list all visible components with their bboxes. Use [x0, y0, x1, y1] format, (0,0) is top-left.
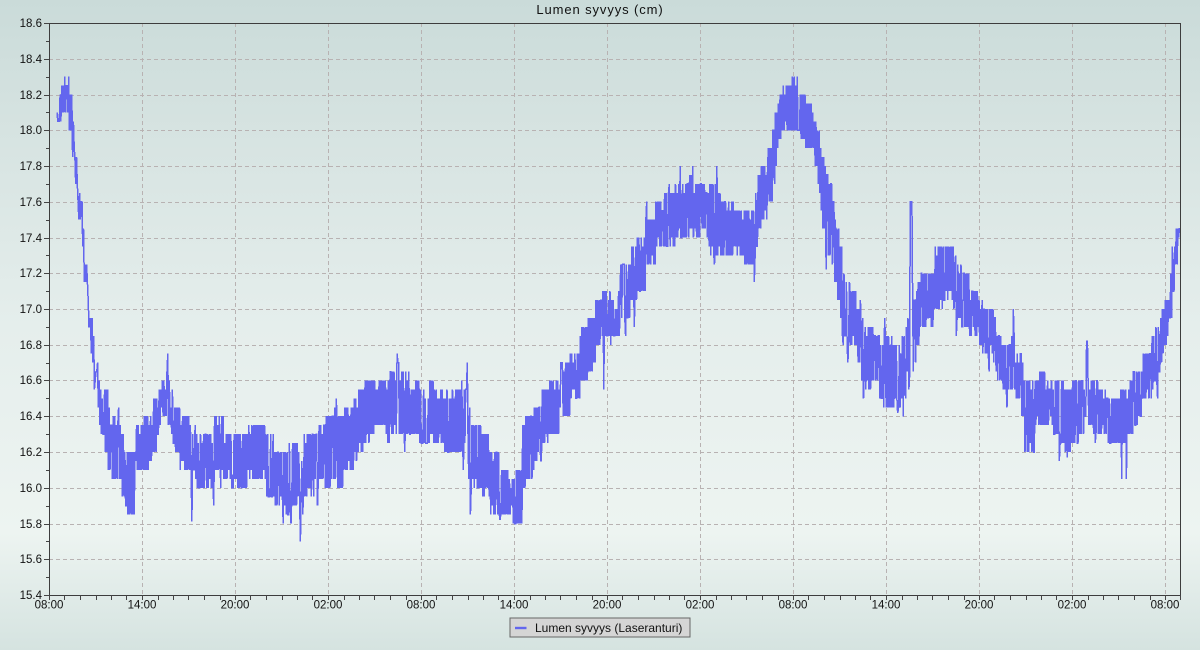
- svg-text:02:00: 02:00: [314, 600, 343, 612]
- svg-text:17.2: 17.2: [20, 268, 42, 280]
- svg-text:18.4: 18.4: [20, 54, 43, 66]
- svg-text:14:00: 14:00: [872, 600, 901, 612]
- svg-text:14:00: 14:00: [500, 600, 529, 612]
- svg-text:20:00: 20:00: [965, 600, 994, 612]
- svg-text:02:00: 02:00: [1058, 600, 1087, 612]
- svg-text:08:00: 08:00: [35, 600, 64, 612]
- svg-text:16.0: 16.0: [20, 483, 42, 495]
- svg-text:17.8: 17.8: [20, 161, 42, 173]
- svg-text:14:00: 14:00: [128, 600, 157, 612]
- svg-text:08:00: 08:00: [1151, 600, 1180, 612]
- svg-text:08:00: 08:00: [779, 600, 808, 612]
- svg-text:02:00: 02:00: [686, 600, 715, 612]
- svg-text:20:00: 20:00: [593, 600, 622, 612]
- svg-text:15.4: 15.4: [20, 590, 43, 602]
- svg-text:16.4: 16.4: [20, 411, 43, 423]
- svg-text:15.6: 15.6: [20, 554, 42, 566]
- svg-text:16.6: 16.6: [20, 375, 42, 387]
- svg-text:16.8: 16.8: [20, 340, 42, 352]
- svg-text:18.6: 18.6: [20, 18, 42, 30]
- svg-text:17.0: 17.0: [20, 304, 42, 316]
- svg-text:20:00: 20:00: [221, 600, 250, 612]
- svg-text:Lumen syvyys (cm): Lumen syvyys (cm): [536, 2, 663, 17]
- svg-text:16.2: 16.2: [20, 447, 42, 459]
- svg-text:18.0: 18.0: [20, 125, 42, 137]
- svg-text:15.8: 15.8: [20, 519, 42, 531]
- svg-text:17.6: 17.6: [20, 197, 42, 209]
- svg-text:Lumen syvyys (Laseranturi): Lumen syvyys (Laseranturi): [535, 621, 682, 635]
- svg-text:08:00: 08:00: [407, 600, 436, 612]
- svg-text:17.4: 17.4: [20, 233, 43, 245]
- svg-text:18.2: 18.2: [20, 90, 42, 102]
